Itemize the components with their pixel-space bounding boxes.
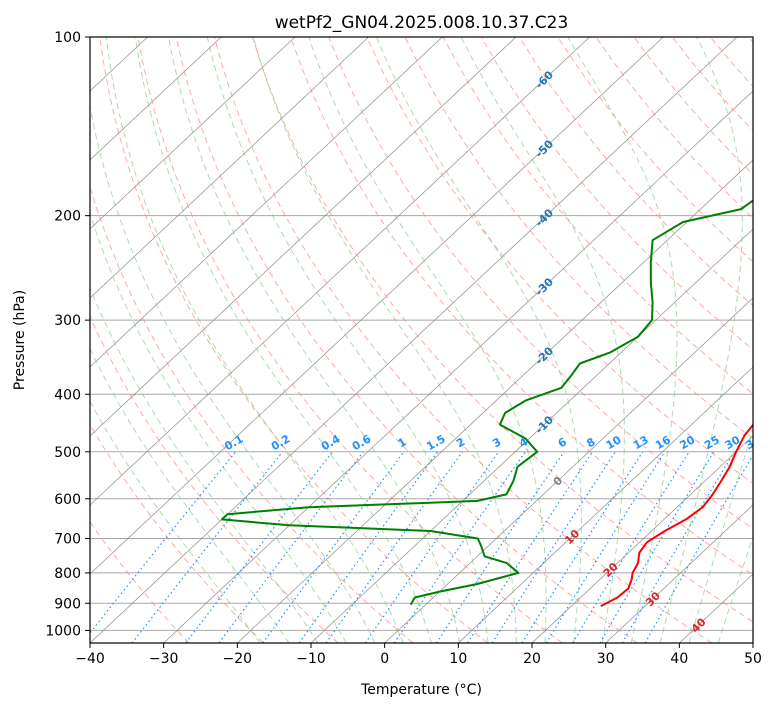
y-tick-label: 600 — [54, 492, 81, 508]
y-axis-label: Pressure (hPa) — [12, 290, 28, 390]
x-tick-label: −20 — [223, 651, 253, 667]
x-tick-label: 50 — [744, 651, 762, 667]
y-tick-label: 900 — [54, 596, 81, 612]
x-tick-label: 30 — [597, 651, 615, 667]
x-tick-label: 0 — [380, 651, 389, 667]
y-tick-label: 500 — [54, 445, 81, 461]
y-tick-label: 300 — [54, 313, 81, 329]
y-tick-label: 800 — [54, 566, 81, 582]
x-axis-label: Temperature (°C) — [360, 682, 482, 698]
x-tick-label: −40 — [75, 651, 105, 667]
y-tick-label: 200 — [54, 209, 81, 225]
chart-title: wetPf2_GN04.2025.008.10.37.C23 — [275, 13, 569, 33]
x-tick-label: 20 — [523, 651, 541, 667]
x-tick-label: 10 — [449, 651, 467, 667]
x-tick-label: −10 — [296, 651, 326, 667]
x-tick-label: −30 — [149, 651, 179, 667]
x-tick-label: 40 — [670, 651, 688, 667]
y-tick-label: 100 — [54, 30, 81, 46]
y-tick-label: 400 — [54, 387, 81, 403]
y-tick-label: 1000 — [45, 623, 81, 639]
y-tick-label: 700 — [54, 532, 81, 548]
